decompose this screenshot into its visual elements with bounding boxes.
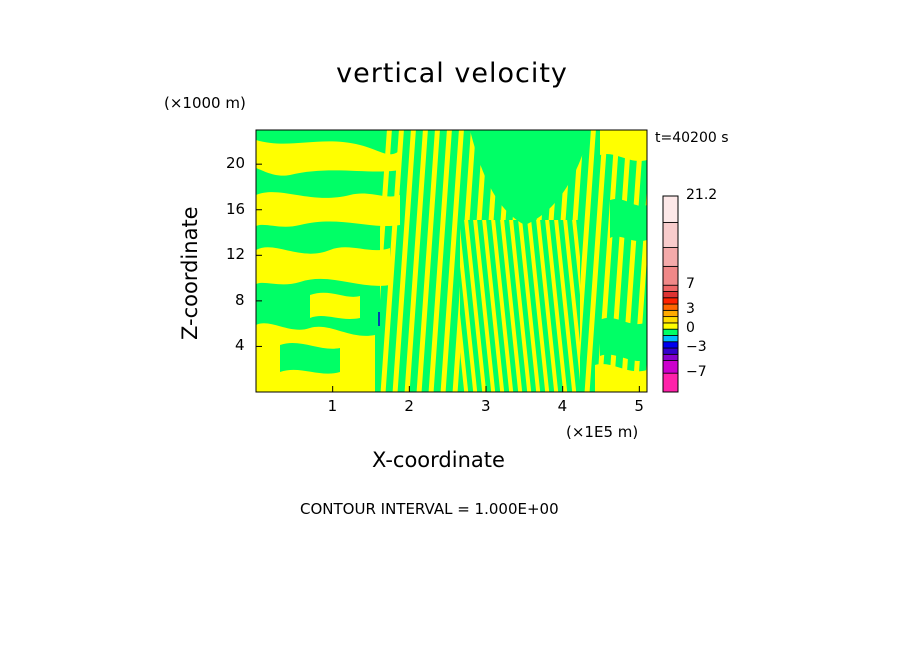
- colorbar-tick-label: −3: [686, 339, 707, 356]
- x-axis-label: X-coordinate: [372, 448, 505, 472]
- colorbar-level: [662, 347, 679, 355]
- y-tick-label: 8: [235, 290, 245, 309]
- colorbar-level: [662, 309, 679, 318]
- chart-title: vertical velocity: [336, 58, 568, 89]
- y-tick-label: 20: [226, 154, 246, 173]
- colorbar-level: [662, 341, 679, 349]
- y-tick-label: 16: [226, 199, 246, 218]
- colorbar-level: [662, 372, 679, 393]
- y-tick-label: 12: [226, 245, 246, 264]
- colorbar-level: [662, 360, 679, 374]
- colorbar-level: [662, 316, 679, 324]
- y-tick-label: 4: [235, 336, 245, 355]
- z-axis-unit: (×1000 m): [164, 94, 246, 112]
- colorbar-level: [662, 284, 679, 292]
- colorbar-level: [662, 291, 679, 299]
- colorbar-level: [662, 353, 679, 361]
- colorbar-level: [662, 297, 679, 305]
- colorbar-tick-label: 3: [686, 301, 695, 318]
- colorbar-level: [662, 335, 679, 343]
- colorbar-level: [662, 303, 679, 311]
- colorbar-level: [662, 221, 679, 248]
- colorbar-frame: [662, 195, 679, 393]
- colorbar-tick-label: 21.2: [686, 187, 718, 203]
- y-axis-label: Z-coordinate: [178, 206, 202, 340]
- colorbar-tick-label: 0: [686, 320, 695, 337]
- x-tick-label: 1: [327, 397, 338, 415]
- x-tick-label: 2: [404, 397, 414, 415]
- x-tick-label: 4: [557, 397, 568, 415]
- x-tick-marks: [332, 386, 640, 392]
- colorbar: [662, 195, 679, 393]
- colorbar-level: [662, 322, 679, 330]
- colorbar-level: [662, 328, 679, 336]
- colorbar-level: [662, 195, 679, 223]
- colorbar-level: [662, 265, 679, 286]
- time-label: t=40200 s: [655, 130, 729, 146]
- x-tick-label: 5: [634, 397, 644, 415]
- contour-interval: CONTOUR INTERVAL = 1.000E+00: [300, 500, 559, 518]
- colorbar-level: [662, 247, 679, 267]
- x-axis-unit: (×1E5 m): [566, 423, 639, 441]
- velocity-field: [256, 130, 647, 392]
- plot-frame: [255, 129, 648, 393]
- y-tick-marks: [256, 163, 262, 347]
- x-tick-label: 3: [481, 397, 491, 415]
- colorbar-tick-label: −7: [686, 364, 707, 381]
- colorbar-tick-label: 7: [686, 276, 695, 293]
